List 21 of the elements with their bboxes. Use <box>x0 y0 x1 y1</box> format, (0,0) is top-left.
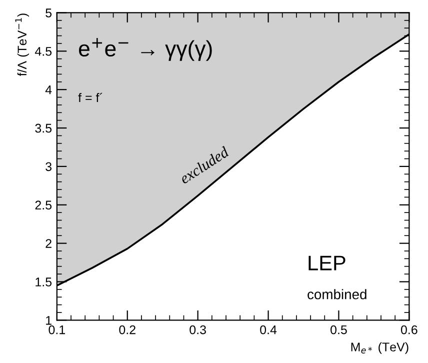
x-tick-label: 0.6 <box>400 325 418 334</box>
x-tick-label: 0.5 <box>330 325 347 334</box>
x-axis-title: M$_{e*}$ (TeV) <box>351 342 408 354</box>
y-tick-label: 4 <box>45 86 52 94</box>
y-tick-label: 3 <box>46 162 52 172</box>
y-tick-label: 1 <box>46 316 52 325</box>
y-tick-label: 2.5 <box>35 200 52 210</box>
y-tick-label: 3.5 <box>35 124 52 133</box>
y-tick-label: 1.5 <box>36 278 52 286</box>
x-tick-label: 0.3 <box>190 325 206 334</box>
y-axis-title: f/Λ (TeV$^{−1}$) <box>15 14 30 76</box>
annotation: f = f´ <box>78 92 102 102</box>
annotation: combined <box>308 289 366 300</box>
y-tick-label: 4.5 <box>34 47 52 56</box>
x-tick-label: 0.1 <box>48 325 66 334</box>
x-tick-label: 0.2 <box>119 325 136 334</box>
y-tick-label: 5 <box>46 8 52 18</box>
y-tick-label: 2 <box>46 239 52 248</box>
annotation: e$^{+}$e$^{−}$ → γγ(γ) <box>79 38 212 61</box>
x-tick-label: 0.4 <box>260 325 277 334</box>
annotation: LEP <box>308 256 346 270</box>
